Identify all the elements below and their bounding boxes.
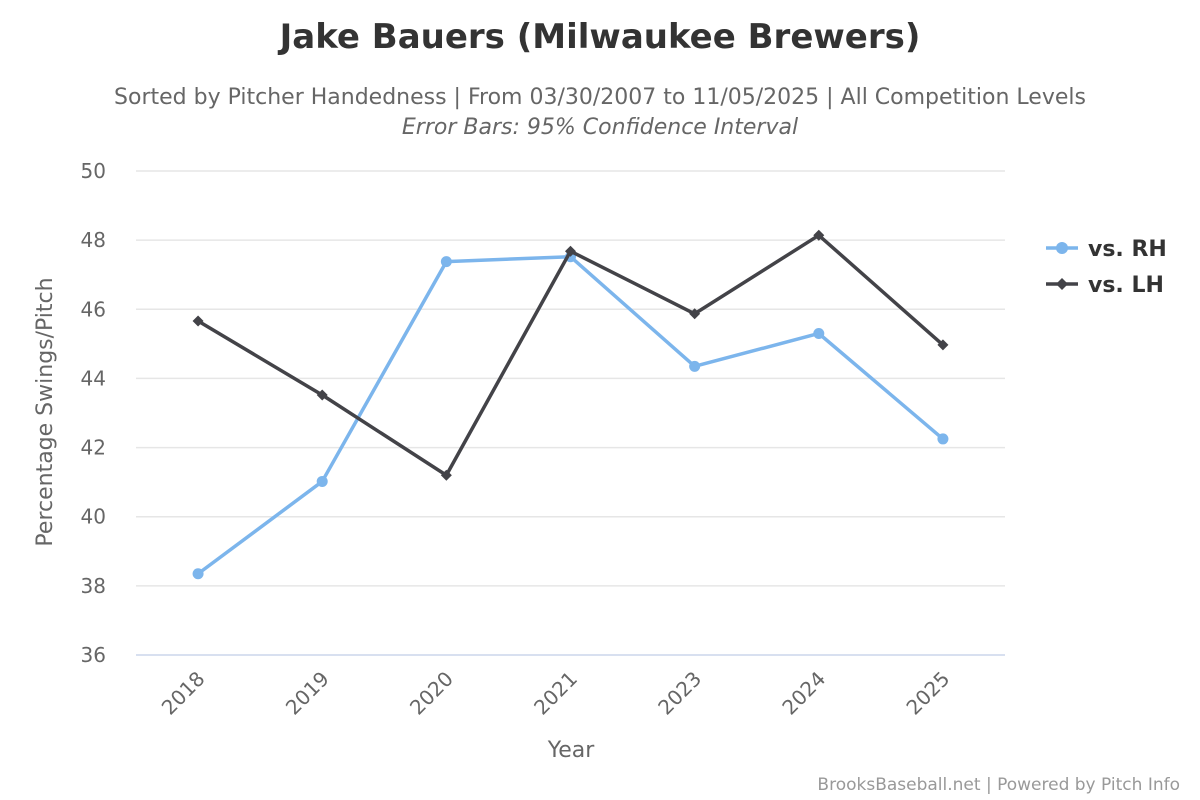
series-line[interactable] xyxy=(196,254,945,576)
data-point[interactable] xyxy=(937,339,949,351)
data-point[interactable] xyxy=(813,327,825,339)
x-tick-label: 2019 xyxy=(281,667,334,720)
x-tick-label: 2018 xyxy=(157,667,210,720)
y-tick-label: 50 xyxy=(81,159,106,183)
legend-label: vs. RH xyxy=(1088,237,1167,262)
data-point[interactable] xyxy=(813,229,825,241)
data-point[interactable] xyxy=(316,475,328,487)
legend[interactable]: vs. RH vs. LH xyxy=(1046,237,1167,298)
y-axis-ticks: 36 38 40 42 44 46 48 50 xyxy=(81,159,106,667)
data-point[interactable] xyxy=(565,245,576,257)
y-tick-label: 42 xyxy=(81,436,106,460)
x-tick-label: 2025 xyxy=(901,667,954,720)
y-tick-label: 44 xyxy=(81,366,106,390)
legend-item[interactable]: vs. RH xyxy=(1046,237,1167,262)
x-tick-label: 2024 xyxy=(777,667,830,720)
data-point[interactable] xyxy=(192,315,204,327)
chart-subtitle: Sorted by Pitcher Handedness | From 03/3… xyxy=(114,85,1086,110)
data-point[interactable] xyxy=(192,568,204,580)
gridlines xyxy=(136,170,1005,656)
series-0[interactable] xyxy=(192,251,949,580)
x-tick-label: 2023 xyxy=(653,667,706,720)
x-tick-label: 2021 xyxy=(529,667,582,720)
y-tick-label: 36 xyxy=(81,643,106,667)
series-line[interactable] xyxy=(196,233,945,477)
legend-marker xyxy=(1056,242,1068,254)
y-tick-label: 38 xyxy=(81,574,106,598)
legend-marker xyxy=(1056,278,1068,290)
legend-label: vs. LH xyxy=(1088,273,1164,298)
data-point[interactable] xyxy=(440,469,452,481)
chart-subtitle-error-bars: Error Bars: 95% Confidence Interval xyxy=(402,115,798,140)
data-point[interactable] xyxy=(689,308,701,320)
x-axis-ticks: 2018 2019 2020 2021 2023 2024 2025 xyxy=(157,667,955,720)
data-point[interactable] xyxy=(316,389,328,401)
credits-text[interactable]: BrooksBaseball.net | Powered by Pitch In… xyxy=(817,775,1180,795)
legend-item[interactable]: vs. LH xyxy=(1046,273,1164,298)
data-point[interactable] xyxy=(440,256,452,268)
chart-title: Jake Bauers (Milwaukee Brewers) xyxy=(278,17,921,57)
x-axis-title: Year xyxy=(547,738,596,763)
y-tick-label: 48 xyxy=(81,228,106,252)
series-1[interactable] xyxy=(192,229,949,481)
x-tick-label: 2020 xyxy=(405,667,458,720)
y-tick-label: 46 xyxy=(81,297,106,321)
data-point[interactable] xyxy=(689,360,701,372)
series-group xyxy=(192,229,949,580)
data-point[interactable] xyxy=(937,433,949,445)
y-tick-label: 40 xyxy=(81,505,106,529)
y-axis-title: Percentage Swings/Pitch xyxy=(33,277,58,546)
